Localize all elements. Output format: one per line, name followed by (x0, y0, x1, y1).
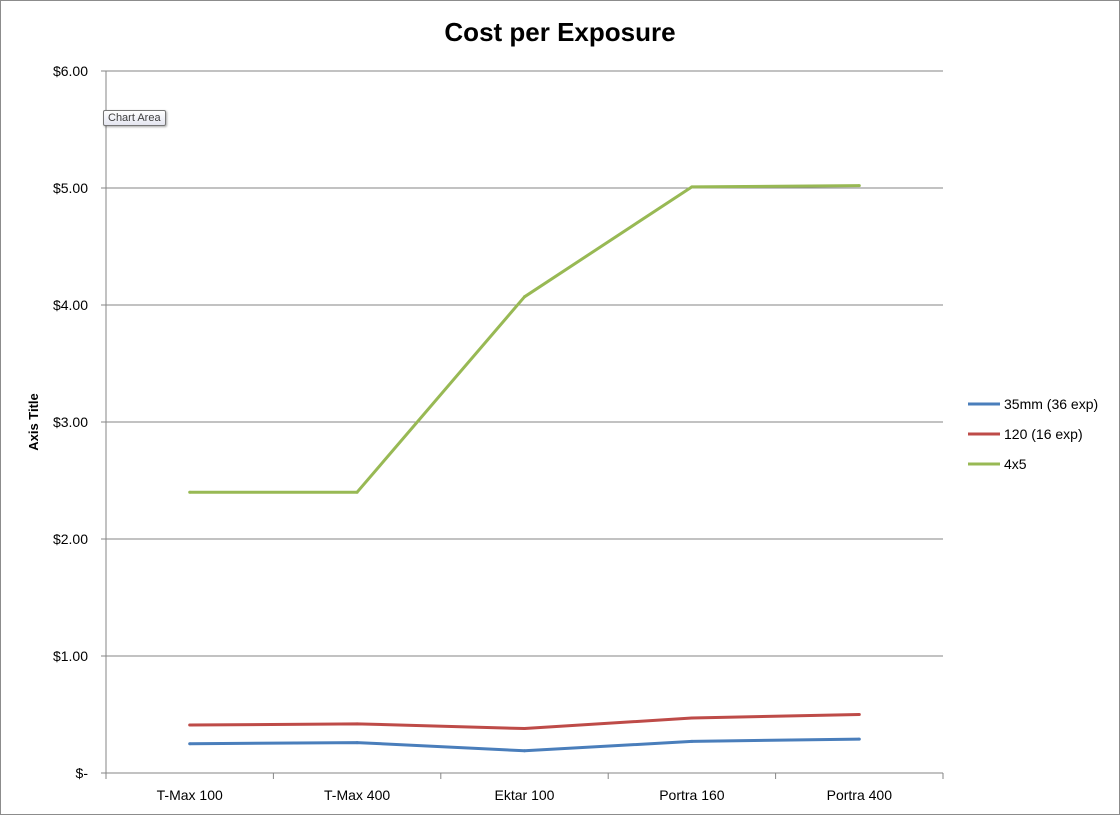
x-tick-label: T-Max 100 (157, 787, 223, 803)
y-tick-label: $6.00 (53, 63, 88, 79)
data-point[interactable] (857, 184, 861, 188)
data-point[interactable] (690, 716, 694, 720)
y-tick-label: $- (76, 765, 89, 781)
data-point[interactable] (690, 185, 694, 189)
data-point[interactable] (355, 722, 359, 726)
data-point[interactable] (355, 490, 359, 494)
x-tick-label: Portra 400 (827, 787, 893, 803)
x-tick-label: T-Max 400 (324, 787, 390, 803)
y-tick-label: $5.00 (53, 180, 88, 196)
x-tick-label: Portra 160 (659, 787, 725, 803)
y-tick-label: $2.00 (53, 531, 88, 547)
series-lines (188, 184, 861, 753)
series-line-2[interactable] (189, 184, 860, 494)
data-point[interactable] (188, 742, 192, 746)
data-point[interactable] (857, 737, 861, 741)
y-tick-labels: $- $1.00 $2.00 $3.00 $4.00 $5.00 $6.00 (53, 63, 88, 781)
data-point[interactable] (690, 739, 694, 743)
y-tick-label: $3.00 (53, 414, 88, 430)
chart-area-tooltip: Chart Area (103, 110, 166, 126)
y-axis-title: Axis Title (26, 393, 41, 451)
data-point[interactable] (523, 727, 526, 731)
y-tick-label: $1.00 (53, 648, 88, 664)
data-point[interactable] (188, 490, 192, 494)
gridlines (106, 70, 943, 657)
data-point[interactable] (523, 749, 526, 753)
series-line-1[interactable] (189, 713, 860, 731)
data-point[interactable] (355, 741, 359, 745)
axes (101, 70, 944, 779)
data-point[interactable] (857, 713, 861, 716)
chart-title: Cost per Exposure (444, 17, 675, 47)
legend-label: 120 (16 exp) (1004, 426, 1083, 442)
x-tick-labels: T-Max 100 T-Max 400 Ektar 100 Portra 160 Por… (157, 787, 893, 803)
data-point[interactable] (188, 723, 192, 727)
legend-label: 4x5 (1004, 456, 1027, 472)
series-line-0[interactable] (189, 737, 860, 753)
legend[interactable]: 35mm (36 exp) 120 (16 exp) 4x5 (968, 396, 1098, 472)
x-tick-label: Ektar 100 (495, 787, 555, 803)
legend-label: 35mm (36 exp) (1004, 396, 1098, 412)
data-point[interactable] (523, 295, 526, 299)
y-tick-label: $4.00 (53, 297, 88, 313)
